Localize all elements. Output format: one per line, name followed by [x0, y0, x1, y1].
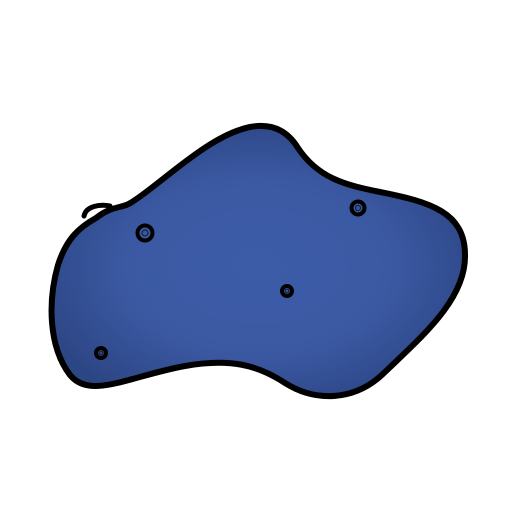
- hole-top-right: [349, 199, 367, 217]
- blob-holes: [94, 199, 367, 360]
- hole-top-left: [135, 223, 155, 243]
- hole-center: [280, 284, 294, 298]
- hole-bottom-left: [94, 346, 108, 360]
- blob-notch: [81, 202, 113, 219]
- blob-shape: [48, 122, 469, 400]
- blob-body: [48, 122, 469, 400]
